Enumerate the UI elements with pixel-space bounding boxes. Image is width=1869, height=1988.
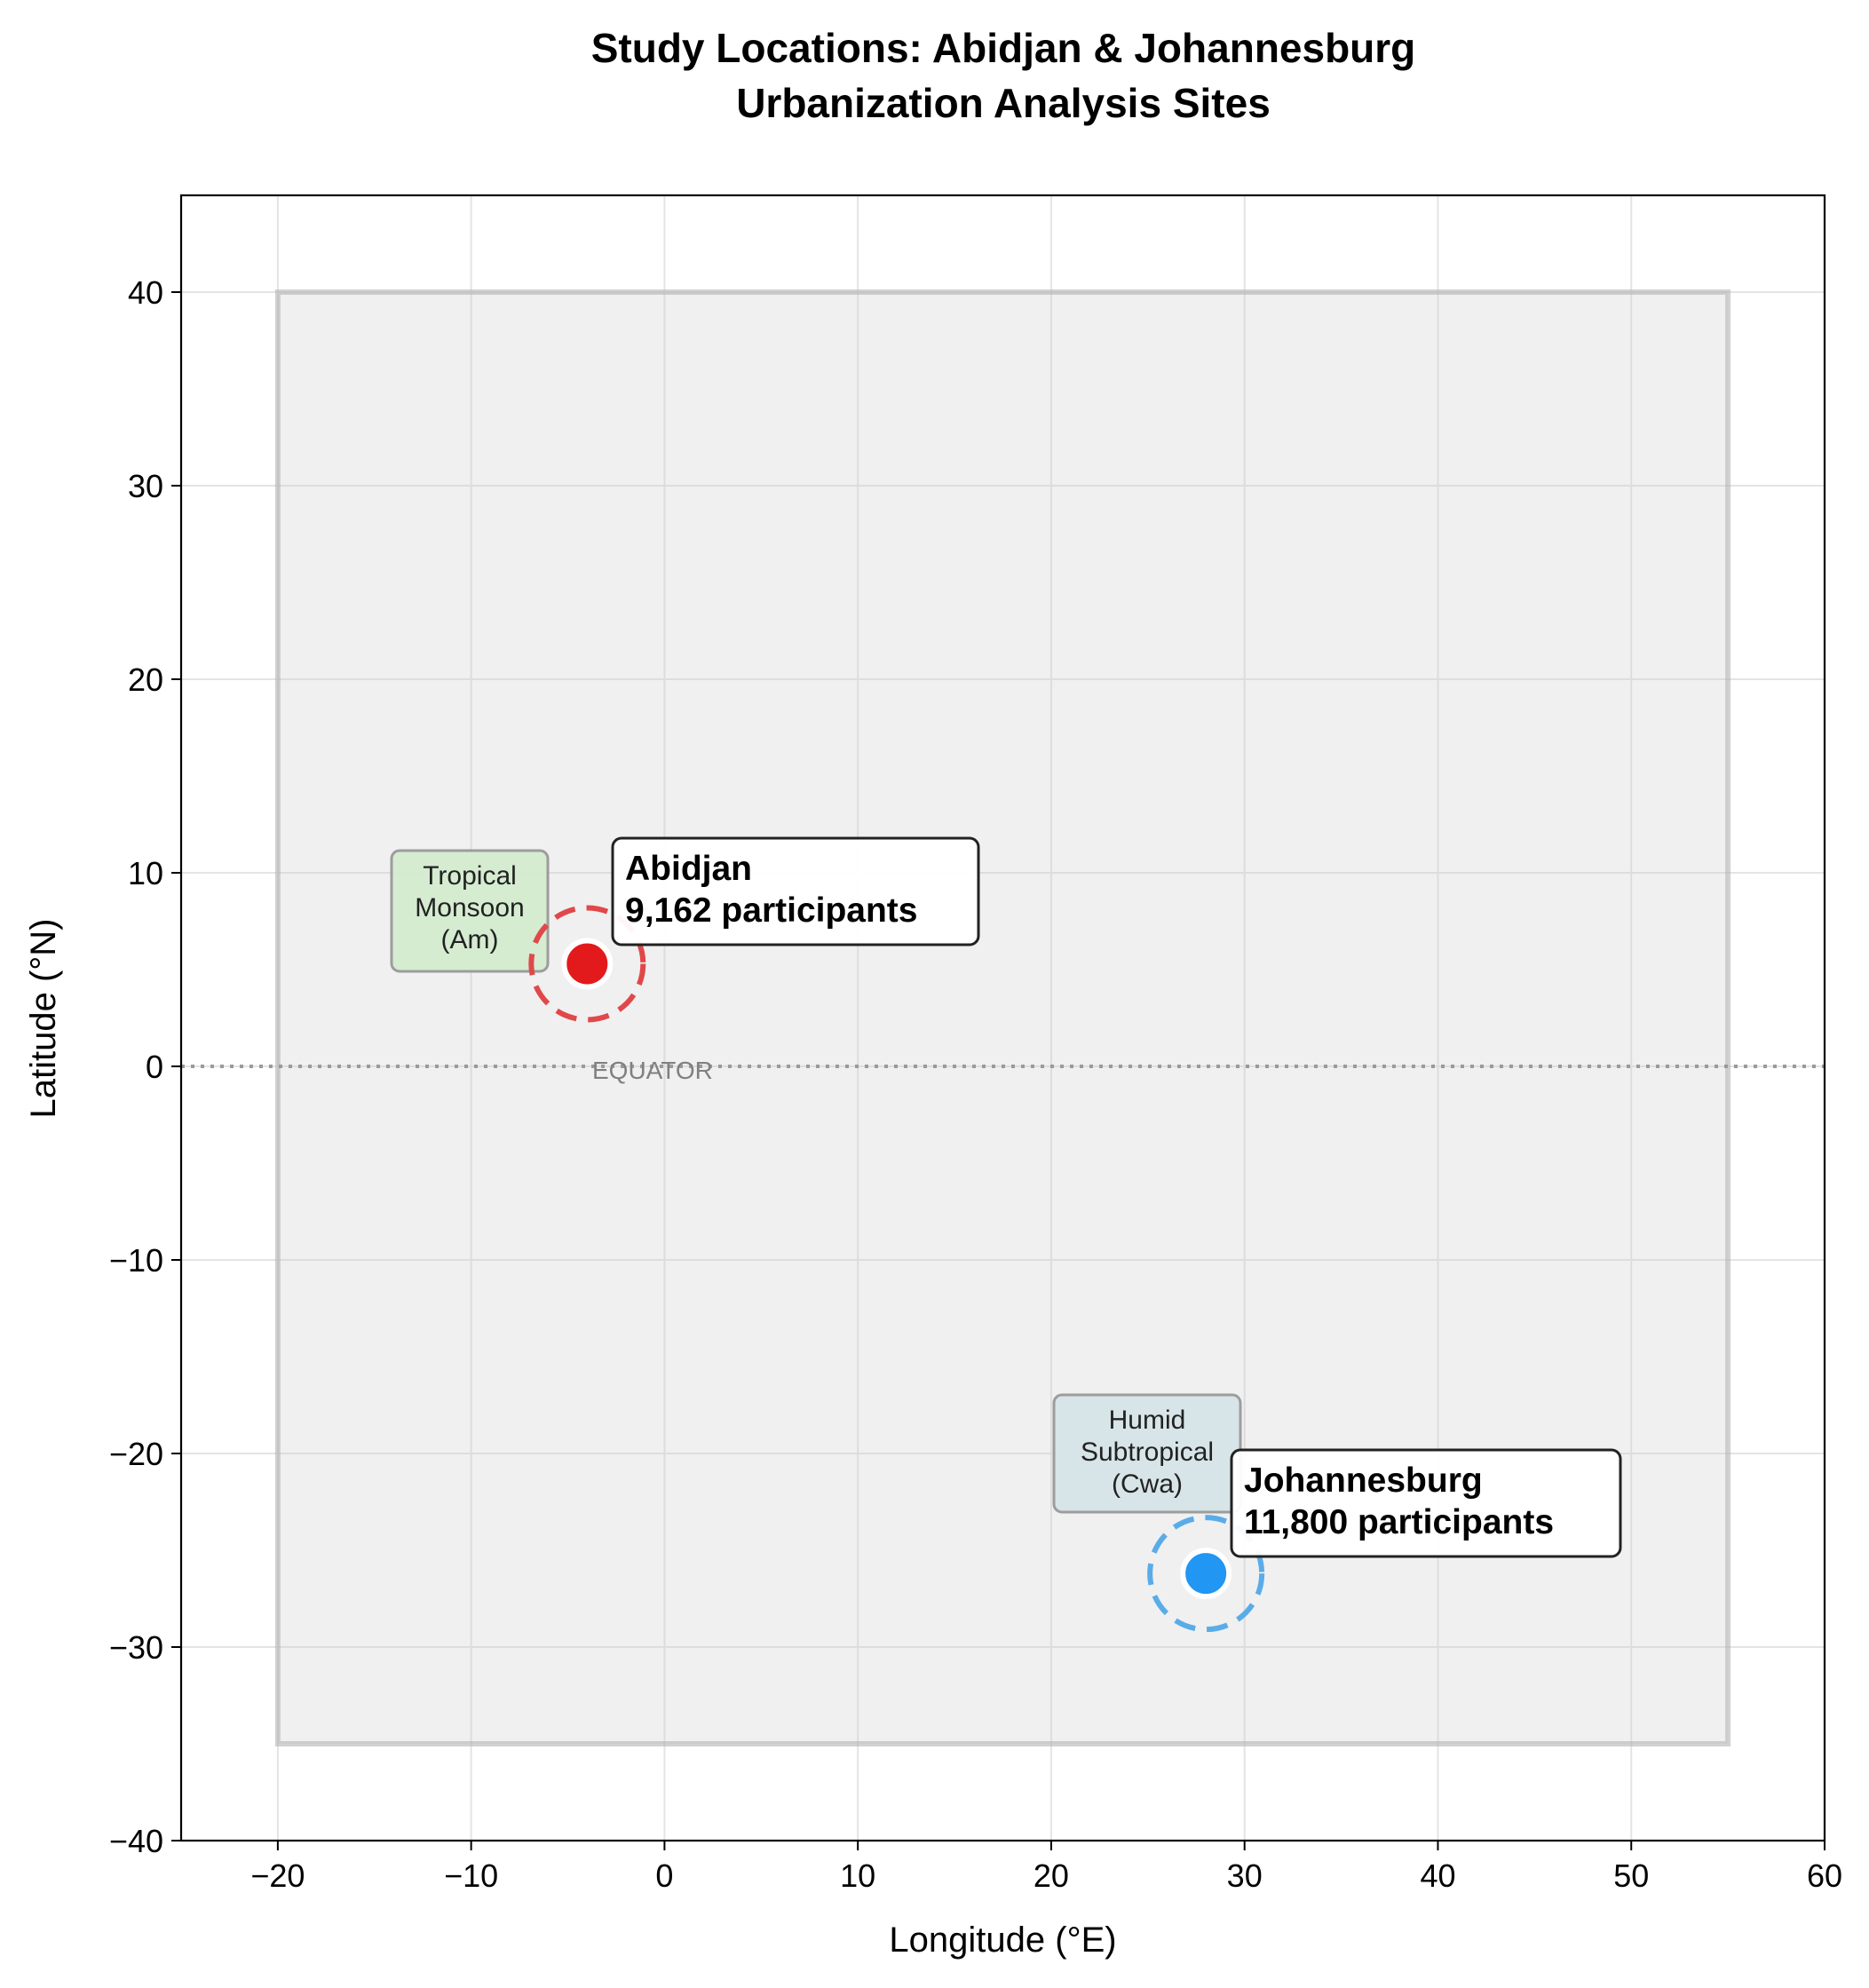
study-site-ring <box>528 905 646 1023</box>
climate-label-line: Subtropical <box>1081 1438 1214 1467</box>
y-tick-label: 10 <box>128 855 163 891</box>
y-tick-label: 40 <box>128 274 163 311</box>
study-site-ring <box>1147 1515 1265 1633</box>
study-site-marker <box>561 938 614 990</box>
x-tick-label: 10 <box>840 1857 875 1894</box>
y-tick-label: 0 <box>146 1049 163 1085</box>
site-label-line: 11,800 participants <box>1244 1503 1554 1541</box>
climate-label-line: Tropical <box>423 861 517 891</box>
y-axis-label: Latitude (°N) <box>24 919 63 1119</box>
y-axis-ticks: −40 −30 −20 −10 0 10 20 30 40 <box>109 274 181 1859</box>
climate-box: Humid Subtropical(Cwa) <box>1052 1393 1242 1514</box>
site-label-line: 9,162 participants <box>625 891 917 930</box>
climate-label-line: Monsoon <box>415 893 524 923</box>
x-tick-label: 40 <box>1420 1857 1455 1894</box>
site-label-line: Johannesburg <box>1244 1461 1483 1500</box>
x-axis-label: Longitude (°E) <box>889 1921 1116 1960</box>
climate-label-line: (Cwa) <box>1112 1469 1183 1499</box>
plot-area <box>181 195 1825 1841</box>
y-tick-label: −40 <box>109 1823 163 1859</box>
climate-box-bg <box>390 849 550 973</box>
equator-label: EQUATOR <box>592 1057 713 1084</box>
x-axis-ticks: −20 −10 0 10 20 30 40 50 60 <box>250 1841 1842 1894</box>
x-tick-label: 60 <box>1807 1857 1842 1894</box>
site-label-bg <box>1230 1448 1622 1558</box>
site-label-bg <box>611 836 980 946</box>
equator: EQUATOR <box>181 1057 1825 1084</box>
y-tick-label: 20 <box>128 661 163 698</box>
y-tick-label: −20 <box>109 1436 163 1472</box>
x-tick-label: 0 <box>655 1857 673 1894</box>
plot-frame <box>179 194 1826 1842</box>
x-tick-label: −20 <box>250 1857 305 1894</box>
y-tick-label: −30 <box>109 1629 163 1666</box>
x-tick-label: −10 <box>444 1857 498 1894</box>
chart-title-line-1: Study Locations: Abidjan & Johannesburg <box>591 25 1416 71</box>
x-tick-label: 30 <box>1227 1857 1263 1894</box>
x-tick-label: 20 <box>1033 1857 1069 1894</box>
y-tick-label: −10 <box>109 1242 163 1279</box>
climate-label-line: Humid <box>1109 1406 1186 1435</box>
chart-title-line-2: Urbanization Analysis Sites <box>736 80 1271 126</box>
data-point-group: Humid Subtropical(Cwa) Johannesburg11,800 … <box>1052 1393 1622 1633</box>
climate-label-line: (Am) <box>441 925 499 954</box>
x-tick-label: 50 <box>1613 1857 1649 1894</box>
site-label-line: Abidjan <box>625 850 752 888</box>
study-site-marker <box>1180 1548 1232 1600</box>
y-tick-label: 30 <box>128 468 163 504</box>
